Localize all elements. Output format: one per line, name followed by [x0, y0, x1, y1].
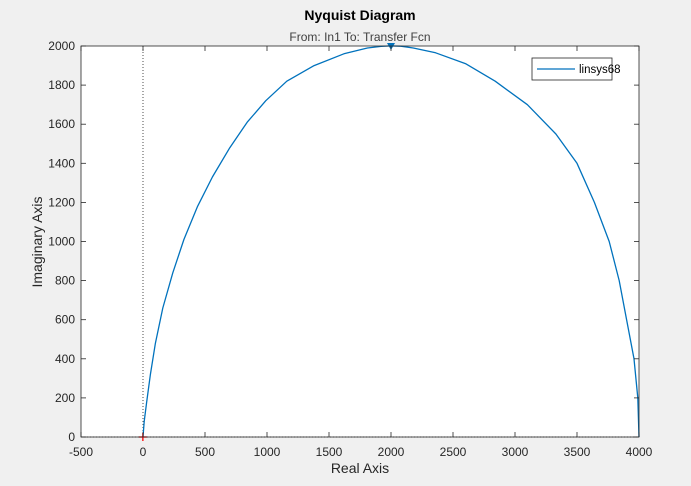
legend-entry-label: linsys68 — [579, 64, 621, 76]
x-tick-label: 2000 — [378, 445, 405, 459]
y-tick-label: 2000 — [48, 39, 75, 53]
tick-group: -500 0 500 1000 1500 2000 2500 3000 3500 40000200… — [48, 39, 652, 459]
x-tick-label: -500 — [69, 445, 93, 459]
x-tick-label: 2500 — [440, 445, 467, 459]
x-tick-label: 1000 — [254, 445, 281, 459]
x-tick-label: 500 — [195, 445, 215, 459]
y-tick-label: 600 — [55, 313, 75, 327]
y-tick-label: 1800 — [48, 78, 75, 92]
x-tick-label: 4000 — [626, 445, 653, 459]
x-tick-label: 1500 — [316, 445, 343, 459]
chart-title: Nyquist Diagram — [304, 7, 415, 23]
x-tick-label: 3500 — [564, 445, 591, 459]
y-tick-label: 1000 — [48, 235, 75, 249]
y-axis-label: Imaginary Axis — [29, 196, 45, 287]
chart-subtitle: From: In1 To: Transfer Fcn — [289, 30, 430, 44]
x-tick-label: 0 — [140, 445, 147, 459]
x-axis-label: Real Axis — [331, 460, 389, 476]
y-tick-label: 400 — [55, 352, 75, 366]
y-tick-label: 1200 — [48, 195, 75, 209]
y-tick-label: 200 — [55, 391, 75, 405]
y-tick-label: 800 — [55, 274, 75, 288]
y-tick-label: 0 — [68, 430, 75, 444]
legend[interactable]: linsys68 — [531, 57, 621, 81]
plot-area — [81, 46, 639, 437]
y-tick-label: 1600 — [48, 117, 75, 131]
y-tick-label: 1400 — [48, 156, 75, 170]
x-tick-label: 3000 — [502, 445, 529, 459]
